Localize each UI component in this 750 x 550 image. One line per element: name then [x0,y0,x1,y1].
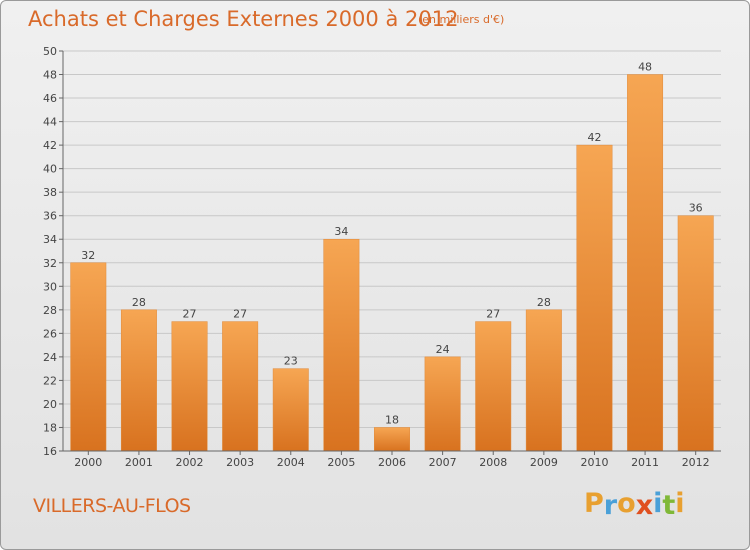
data-label: 32 [81,249,95,262]
y-tick-label: 46 [43,92,57,105]
bar-2001 [120,309,157,452]
y-tick-label: 28 [43,304,57,317]
x-tick-label: 2012 [682,456,710,469]
x-tick-label: 2008 [479,456,507,469]
logo-letter: r [603,490,618,521]
y-tick-label: 50 [43,45,57,58]
logo-letter: x [635,490,654,521]
data-label: 34 [334,225,348,238]
x-tick-label: 2005 [327,456,355,469]
bar-2012 [677,215,714,452]
y-tick-label: 16 [43,445,57,458]
x-tick-label: 2002 [176,456,204,469]
y-tick-label: 36 [43,210,57,223]
bar-2003 [222,321,259,452]
bars [70,74,714,452]
x-tick-label: 2010 [580,456,608,469]
data-label: 18 [385,413,399,426]
data-label: 28 [132,296,146,309]
bar-2004 [272,368,309,452]
y-tick-label: 34 [43,233,57,246]
logo-letter: t [662,490,676,521]
logo-letter: o [617,488,636,519]
y-tick-label: 38 [43,186,57,199]
y-tick-label: 22 [43,374,57,387]
x-tick-label: 2000 [74,456,102,469]
y-tick-label: 24 [43,351,57,364]
x-tick-label: 2006 [378,456,406,469]
data-label: 23 [284,355,298,368]
y-tick-label: 20 [43,398,57,411]
bar-2006 [374,427,410,452]
y-tick-label: 30 [43,280,57,293]
y-tick-label: 44 [43,116,57,129]
bar-2010 [576,144,613,452]
grid-lines [63,50,721,452]
logo-letter: i [653,488,663,519]
data-label: 48 [638,61,652,74]
chart-subtitle: (en milliers d'€) [418,13,505,26]
data-label: 36 [689,202,703,215]
data-label: 27 [486,308,500,321]
data-label: 27 [233,308,247,321]
y-tick-label: 26 [43,327,57,340]
bar-2009 [525,309,562,452]
proxiti-logo: Proxiti [584,488,685,521]
logo-letter: i [675,488,685,519]
x-tick-label: 2004 [277,456,305,469]
axes [59,50,721,455]
bar-2000 [70,262,107,452]
bar-2005 [323,238,360,452]
chart-title: Achats et Charges Externes 2000 à 2012 [28,7,459,31]
commune-name: VILLERS-AU-FLOS [33,495,191,517]
bar-2007 [424,356,461,452]
y-tick-label: 42 [43,139,57,152]
data-label: 27 [183,308,197,321]
y-tick-label: 32 [43,257,57,270]
bar-2008 [475,321,512,452]
y-tick-label: 40 [43,163,57,176]
labels: 16 18 20 22 24 26 28 30 32 34 36 38 40 42 44 46 48 50 32 20… [43,45,710,469]
bar-2011 [627,74,664,452]
data-label: 24 [436,343,450,356]
data-label: 28 [537,296,551,309]
y-tick-label: 18 [43,421,57,434]
x-tick-label: 2007 [429,456,457,469]
x-tick-label: 2003 [226,456,254,469]
x-tick-label: 2011 [631,456,659,469]
bar-2002 [171,321,208,452]
logo-letter: P [584,488,604,519]
y-tick-label: 48 [43,69,57,82]
x-tick-label: 2001 [125,456,153,469]
x-tick-label: 2009 [530,456,558,469]
data-label: 42 [587,131,601,144]
